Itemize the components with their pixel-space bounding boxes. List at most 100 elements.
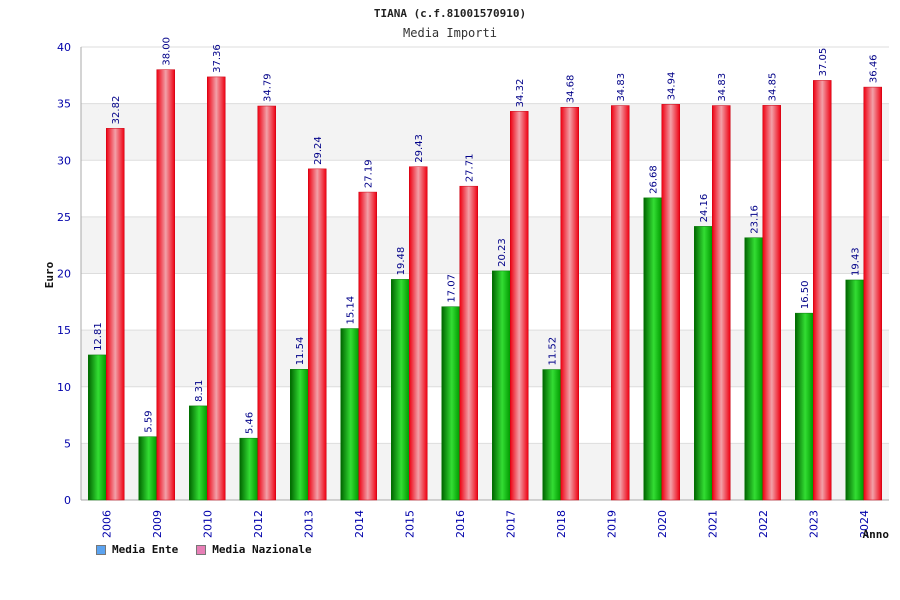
bar-ente xyxy=(138,436,157,501)
data-label-nazionale: 37.05 xyxy=(818,48,829,77)
chart-title: TIANA (c.f.81001570910) xyxy=(374,7,526,20)
x-tick-label: 2014 xyxy=(353,510,366,538)
bar-nazionale xyxy=(409,166,428,501)
bar-ente xyxy=(441,306,460,501)
bar-ente xyxy=(795,312,814,501)
x-tick-label: 2006 xyxy=(100,510,113,538)
x-tick-label: 2023 xyxy=(807,510,820,538)
bar-nazionale xyxy=(459,185,478,501)
plot-area: 0 5 10 15 20 25 30 35 40 12.81 32.82 2006 5.59 38.00 2… xyxy=(57,37,889,538)
data-label-nazionale: 34.83 xyxy=(717,73,728,102)
bar-ente xyxy=(542,369,561,501)
data-label-nazionale: 34.83 xyxy=(616,73,627,102)
data-label-ente: 24.16 xyxy=(699,194,710,223)
bar-nazionale xyxy=(863,86,882,501)
data-label-ente: 17.07 xyxy=(447,274,458,303)
bar-ente xyxy=(340,328,359,501)
data-label-nazionale: 34.85 xyxy=(768,73,779,102)
bar-ente xyxy=(290,369,309,501)
legend-swatch-nazionale xyxy=(196,544,207,555)
bar-ente xyxy=(239,437,258,501)
y-tick-label: 0 xyxy=(64,494,71,507)
x-tick-label: 2022 xyxy=(757,510,770,538)
bar-ente xyxy=(643,197,662,501)
bar-ente xyxy=(88,354,107,501)
bar-nazionale xyxy=(510,111,529,501)
data-label-nazionale: 38.00 xyxy=(162,37,173,66)
data-label-ente: 5.46 xyxy=(245,412,256,434)
x-tick-label: 2017 xyxy=(504,510,517,538)
legend-label-nazionale: Media Nazionale xyxy=(212,543,312,556)
data-label-nazionale: 29.43 xyxy=(414,134,425,163)
bar-nazionale xyxy=(813,80,832,501)
data-label-ente: 11.54 xyxy=(295,337,306,366)
legend: Media Ente Media Nazionale xyxy=(96,543,312,556)
y-tick-label: 5 xyxy=(64,437,71,450)
x-tick-label: 2013 xyxy=(302,510,315,538)
data-label-nazionale: 27.71 xyxy=(465,154,476,183)
x-tick-label: 2016 xyxy=(454,510,467,538)
bar-nazionale xyxy=(560,106,579,501)
bar-ente xyxy=(189,405,208,501)
bar-nazionale xyxy=(358,191,377,501)
bar-nazionale xyxy=(207,76,226,501)
data-label-ente: 16.50 xyxy=(800,280,811,309)
bar-nazionale xyxy=(762,105,781,501)
data-label-ente: 12.81 xyxy=(93,322,104,351)
x-axis-title: Anno xyxy=(863,528,890,541)
bar-nazionale xyxy=(611,105,630,501)
bar-nazionale xyxy=(308,168,327,501)
x-tick-label: 2012 xyxy=(252,510,265,538)
legend-item-nazionale: Media Nazionale xyxy=(196,543,312,556)
data-label-ente: 5.59 xyxy=(144,410,155,432)
legend-label-ente: Media Ente xyxy=(112,543,179,556)
x-tick-label: 2024 xyxy=(858,510,871,538)
data-label-nazionale: 34.79 xyxy=(263,73,274,102)
chart-subtitle: Media Importi xyxy=(403,26,497,40)
y-tick-label: 25 xyxy=(57,211,71,224)
x-tick-label: 2018 xyxy=(555,510,568,538)
data-label-ente: 23.16 xyxy=(750,205,761,234)
bar-ente xyxy=(694,226,713,501)
y-tick-label: 10 xyxy=(57,381,71,394)
bar-ente xyxy=(492,270,511,501)
data-label-nazionale: 29.24 xyxy=(313,136,324,165)
data-label-ente: 20.23 xyxy=(497,238,508,267)
bar-nazionale xyxy=(156,69,175,501)
bar-ente xyxy=(744,237,763,501)
x-tick-label: 2009 xyxy=(151,510,164,538)
bar-nazionale xyxy=(712,105,731,501)
bar-nazionale xyxy=(661,104,680,501)
data-label-nazionale: 34.32 xyxy=(515,79,526,108)
y-tick-label: 35 xyxy=(57,98,71,111)
x-tick-label: 2010 xyxy=(201,510,214,538)
data-label-ente: 26.68 xyxy=(649,165,660,194)
data-label-ente: 11.52 xyxy=(548,337,559,366)
legend-item-ente: Media Ente xyxy=(96,543,178,556)
y-tick-label: 20 xyxy=(57,268,71,281)
bar-ente xyxy=(391,279,410,501)
bar-ente xyxy=(845,279,864,501)
y-axis-title: Euro xyxy=(43,261,56,288)
data-label-ente: 19.48 xyxy=(396,247,407,276)
bar-nazionale xyxy=(257,105,276,501)
y-tick-label: 15 xyxy=(57,324,71,337)
legend-swatch-ente xyxy=(96,544,106,555)
data-label-nazionale: 34.68 xyxy=(566,75,577,104)
data-label-ente: 19.43 xyxy=(851,247,862,276)
x-tick-label: 2019 xyxy=(605,510,618,538)
x-tick-label: 2020 xyxy=(656,510,669,538)
x-tick-label: 2015 xyxy=(403,510,416,538)
bar-nazionale xyxy=(106,128,125,501)
data-label-ente: 15.14 xyxy=(346,296,357,325)
data-label-nazionale: 36.46 xyxy=(869,54,880,83)
data-label-nazionale: 32.82 xyxy=(111,96,122,125)
y-tick-label: 30 xyxy=(57,154,71,167)
data-label-ente: 8.31 xyxy=(194,380,205,402)
data-label-nazionale: 27.19 xyxy=(364,159,375,188)
y-tick-label: 40 xyxy=(57,41,71,54)
data-label-nazionale: 37.36 xyxy=(212,44,223,73)
data-label-nazionale: 34.94 xyxy=(667,72,678,101)
x-tick-label: 2021 xyxy=(706,510,719,538)
